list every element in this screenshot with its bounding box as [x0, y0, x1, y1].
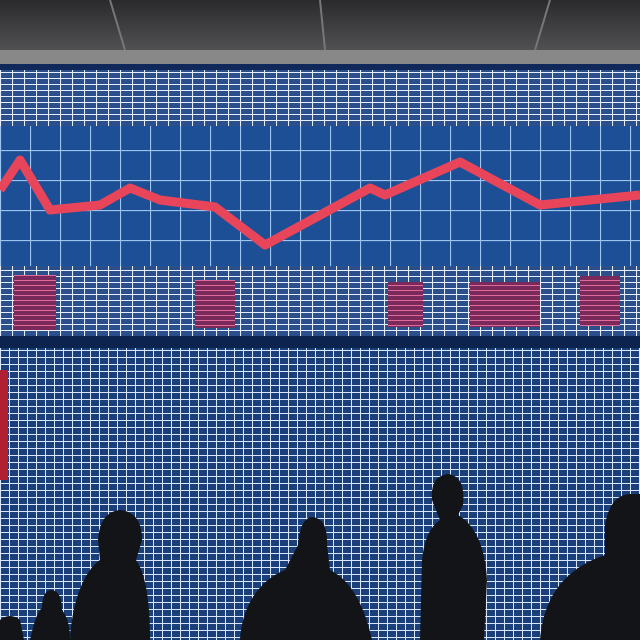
- ceiling: [0, 0, 640, 64]
- people: [0, 474, 640, 640]
